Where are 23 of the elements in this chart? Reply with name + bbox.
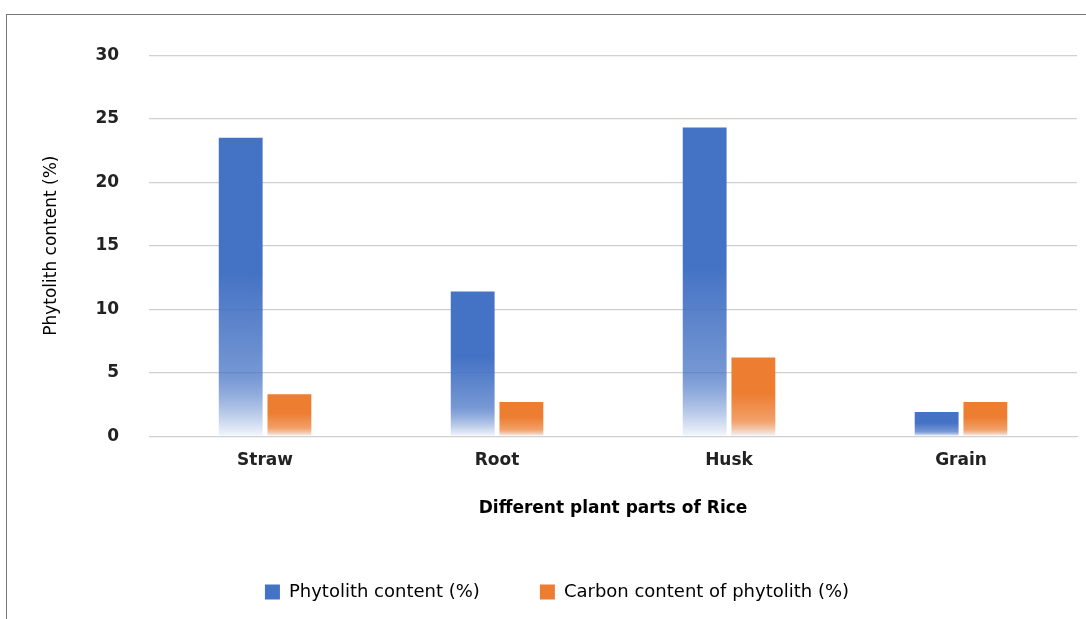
bar [499,401,544,436]
x-tick-label: Straw [237,448,294,469]
y-tick-label: 30 [95,43,120,64]
bar [218,137,263,436]
bar [963,401,1008,436]
y-tick-label: 0 [107,424,120,445]
x-tick-label: Root [474,448,520,469]
y-tick-label: 5 [107,361,120,382]
bar [731,357,776,436]
y-axis-title: Phytolith content (%) [39,155,60,336]
bar [450,291,495,436]
x-tick-label: Husk [705,448,754,469]
bar [267,394,312,436]
x-axis-title: Different plant parts of Rice [478,497,748,518]
y-tick-label: 25 [95,107,120,128]
bar [914,412,959,436]
y-tick-label: 15 [95,234,120,255]
y-tick-label: 20 [95,170,120,191]
y-tick-label: 10 [95,297,120,318]
legend-label: Phytolith content (%) [288,579,480,601]
bar [682,127,727,436]
legend-label: Carbon content of phytolith (%) [563,579,850,601]
x-tick-label: Grain [935,448,987,469]
